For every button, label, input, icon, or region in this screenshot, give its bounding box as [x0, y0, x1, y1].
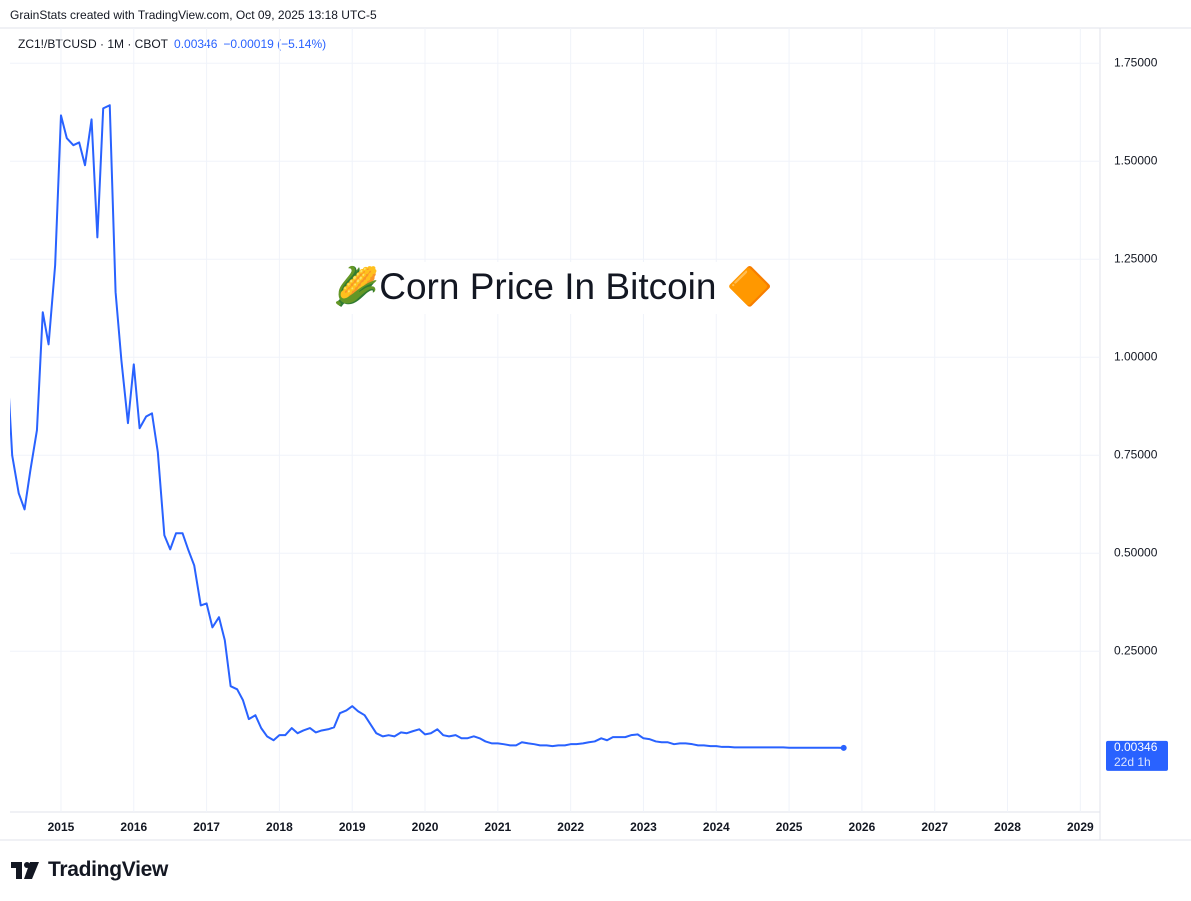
symbol: ZC1!/BTCUSD · 1M · CBOT: [18, 37, 169, 51]
y-tick-label: 1.50000: [1114, 153, 1158, 167]
title-background: [338, 262, 770, 314]
x-tick-label: 2023: [630, 820, 657, 834]
y-tick-label: 1.75000: [1114, 55, 1158, 69]
x-tick-label: 2016: [120, 820, 147, 834]
price-tag-countdown: 22d 1h: [1114, 755, 1151, 769]
price-tag: [1106, 740, 1168, 771]
y-tick-label: 0.25000: [1114, 643, 1158, 657]
x-tick-label: 2027: [921, 820, 948, 834]
logo-icon: [11, 862, 39, 879]
x-tick-label: 2025: [776, 820, 803, 834]
y-tick-label: 1.00000: [1114, 349, 1158, 363]
x-tick-label: 2026: [849, 820, 876, 834]
x-tick-label: 2018: [266, 820, 293, 834]
price-change: −0.00019 (−5.14%): [223, 37, 327, 51]
x-tick-label: 2028: [994, 820, 1021, 834]
symbol-info: ZC1!/BTCUSD · 1M · CBOT 0.00346 −0.00019 (…: [18, 37, 326, 51]
last-point: [840, 744, 847, 751]
series-line: [10, 104, 844, 749]
x-tick-label: 2021: [484, 820, 511, 834]
chart-title: 🌽Corn Price In Bitcoin 🔶: [333, 264, 773, 308]
x-tick-label: 2020: [412, 820, 439, 834]
x-tick-label: 2015: [48, 820, 75, 834]
x-tick-label: 2022: [557, 820, 584, 834]
x-tick-label: 2024: [703, 820, 730, 834]
x-tick-label: 2017: [193, 820, 220, 834]
y-tick-label: 0.50000: [1114, 545, 1158, 559]
y-tick-label: 0.75000: [1114, 447, 1158, 461]
price-tag-value: 0.00346: [1114, 740, 1158, 754]
x-tick-label: 2029: [1067, 820, 1094, 834]
y-tick-label: 1.25000: [1114, 251, 1158, 265]
attribution: GrainStats created with TradingView.com,…: [10, 8, 377, 22]
x-tick-label: 2019: [339, 820, 366, 834]
logo-text: TradingView: [48, 858, 169, 881]
